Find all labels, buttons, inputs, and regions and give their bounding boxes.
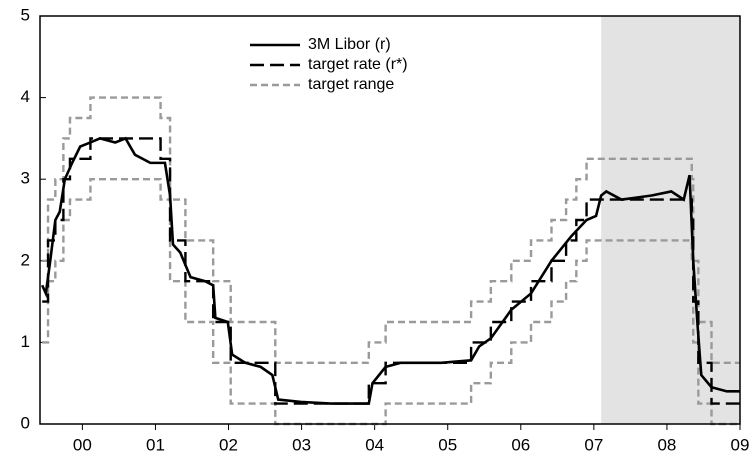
y-tick-label: 5 [21, 5, 30, 24]
y-tick-label: 4 [21, 87, 30, 106]
x-tick-label: 00 [73, 435, 92, 454]
x-tick-label: 01 [146, 435, 165, 454]
legend-label: target rate (r*) [308, 56, 408, 73]
x-tick-label: 06 [511, 435, 530, 454]
x-tick-label: 05 [438, 435, 457, 454]
x-tick-label: 03 [292, 435, 311, 454]
x-tick-label: 08 [657, 435, 676, 454]
x-tick-label: 02 [219, 435, 238, 454]
y-tick-label: 1 [21, 332, 30, 351]
plot-frame [39, 15, 741, 425]
y-tick-label: 3 [21, 169, 30, 188]
series-line [41, 136, 740, 405]
y-tick-label: 0 [21, 413, 30, 432]
series-line [42, 137, 740, 405]
series-line [42, 96, 740, 364]
x-tick-label: 04 [365, 435, 384, 454]
x-tick-label: 09 [731, 435, 750, 454]
legend-label: target range [308, 76, 394, 93]
y-tick-label: 2 [21, 250, 30, 269]
x-tick-label: 07 [584, 435, 603, 454]
legend-label: 3M Libor (r) [308, 36, 391, 53]
shaded-period [601, 16, 740, 424]
series-line [42, 178, 740, 426]
